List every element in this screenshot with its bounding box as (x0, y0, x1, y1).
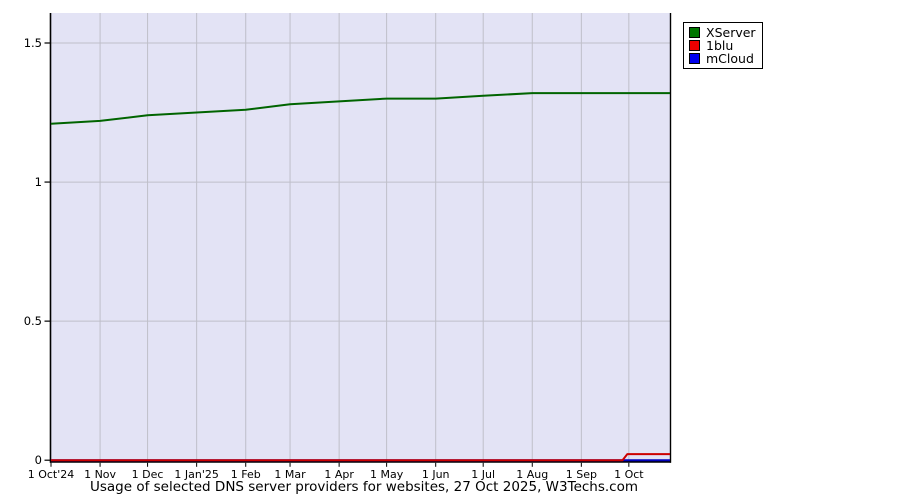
x-tick-label: 1 Nov (84, 468, 116, 481)
x-tick-label: 1 Jul (471, 468, 495, 481)
x-tick-label: 1 Mar (274, 468, 306, 481)
legend-item-xserver: XServer (689, 26, 756, 39)
legend-label-1blu: 1blu (706, 38, 734, 53)
y-tick-label: 0.5 (24, 314, 42, 328)
legend-label-xserver: XServer (706, 25, 756, 40)
x-tick-label: 1 Dec (132, 468, 164, 481)
plot-background (51, 13, 670, 462)
x-tick-label: 1 May (370, 468, 404, 481)
y-tick-label: 1 (35, 175, 42, 189)
x-tick-label: 1 Feb (231, 468, 261, 481)
legend-label-mcloud: mCloud (706, 51, 754, 66)
x-tick-label: 1 Jun (422, 468, 450, 481)
legend-item-1blu: 1blu (689, 39, 756, 52)
legend-swatch-mcloud-icon (689, 53, 700, 64)
x-tick-label: 1 Sep (566, 468, 597, 481)
series-line-1blu (51, 453, 670, 462)
y-tick-label: 1.5 (24, 36, 42, 50)
legend-swatch-1blu-icon (689, 40, 700, 51)
x-tick-label: 1 Jan'25 (174, 468, 218, 481)
chart-title: Usage of selected DNS server providers f… (89, 479, 639, 495)
x-tick-label: 1 Oct'24 (28, 468, 75, 481)
y-tick-label: 0 (35, 453, 42, 467)
legend-swatch-xserver-icon (689, 27, 700, 38)
legend: XServer 1blu mCloud (683, 22, 763, 69)
x-tick-label: 1 Apr (324, 468, 354, 481)
x-tick-label: 1 Aug (516, 468, 548, 481)
x-tick-label: 1 Oct (614, 468, 644, 481)
series-line-xserver (50, 92, 670, 125)
legend-item-mcloud: mCloud (689, 52, 756, 65)
